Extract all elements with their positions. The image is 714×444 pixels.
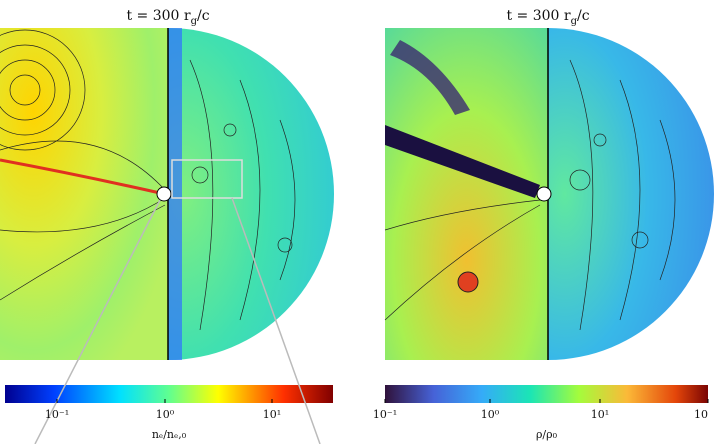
left-panel (0, 28, 334, 360)
left-half-field (385, 28, 548, 360)
colorbar-tick-label: 10⁰ (481, 408, 500, 421)
title-text: /c (197, 8, 210, 24)
colorbar (385, 385, 708, 403)
colorbar-tick-label: 10¹ (263, 408, 281, 421)
colorbar-tick-label: 10⁻¹ (45, 408, 69, 421)
colorbar-tick-label: 10 (694, 408, 708, 421)
right-half-field (168, 28, 334, 360)
title-text: t = 300 r (126, 8, 190, 24)
colorbar-tick-label: 10¹ (591, 408, 609, 421)
colorbar-tick-label: 10⁰ (156, 408, 175, 421)
right-half-field (548, 28, 714, 360)
blob (458, 272, 478, 292)
black-hole (537, 187, 551, 201)
figure: t = 300 rg/c 10⁻¹ 10⁰ 10¹ nₑ/nₑ,₀ t = 300 rg/… (0, 0, 714, 444)
black-hole (157, 187, 171, 201)
panel-title: t = 300 rg/c (126, 8, 209, 27)
right-panel (385, 28, 714, 360)
colorbar-label: nₑ/nₑ,₀ (152, 428, 187, 441)
colorbar-label: ρ/ρ₀ (536, 428, 558, 441)
panel-title: t = 300 rg/c (506, 8, 589, 27)
title-text: /c (577, 8, 590, 24)
colorbar-tick-label: 10⁻¹ (373, 408, 397, 421)
colorbar (5, 385, 333, 403)
title-text: t = 300 r (506, 8, 570, 24)
